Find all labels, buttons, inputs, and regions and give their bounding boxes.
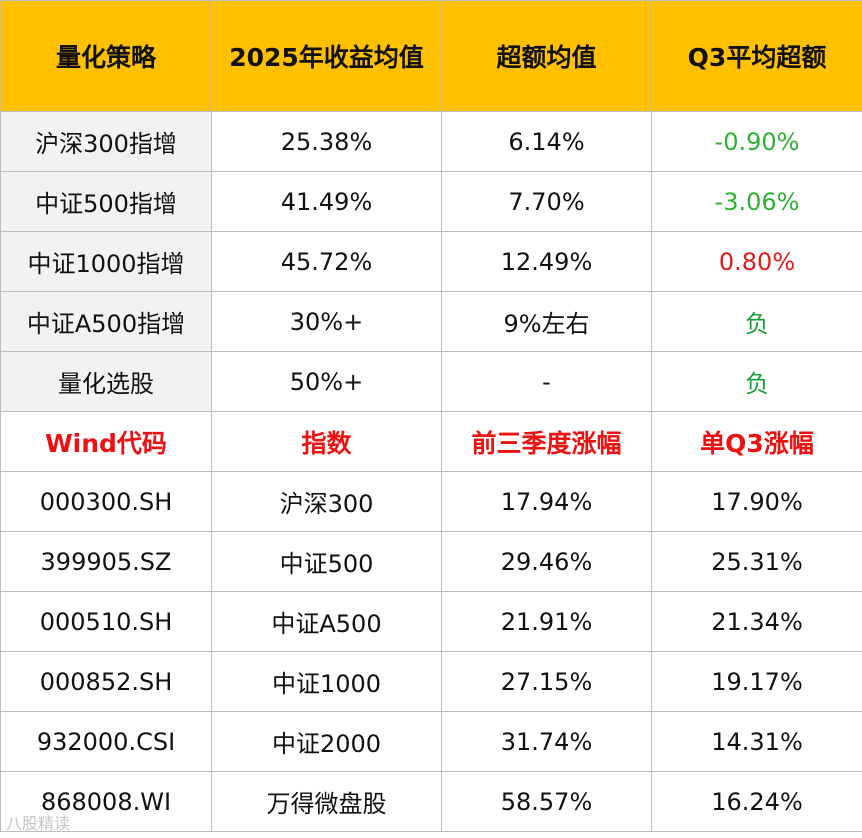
q3-excess-value: 负 bbox=[651, 291, 862, 352]
ytd-q3-value: 27.15% bbox=[441, 651, 652, 712]
wind-code: 000510.SH bbox=[0, 591, 212, 652]
ytd-q3-value: 31.74% bbox=[441, 711, 652, 772]
header-ytd-q3: 前三季度涨幅 bbox=[441, 411, 652, 472]
table-row: 000510.SH 中证A500 21.91% 21.34% bbox=[0, 591, 862, 652]
q3-excess-value: -0.90% bbox=[651, 111, 862, 172]
ytd-q3-value: 21.91% bbox=[441, 591, 652, 652]
strategy-name: 沪深300指增 bbox=[0, 111, 212, 172]
header-row: 量化策略 2025年收益均值 超额均值 Q3平均超额 bbox=[0, 0, 862, 112]
q3-only-value: 25.31% bbox=[651, 531, 862, 592]
index-name: 中证A500 bbox=[211, 591, 442, 652]
return-2025-value: 30%+ bbox=[211, 291, 442, 352]
q3-only-value: 16.24% bbox=[651, 771, 862, 832]
table-row: 量化选股 50%+ - 负 bbox=[0, 351, 862, 412]
index-name: 沪深300 bbox=[211, 471, 442, 532]
wind-code: 868008.WI bbox=[0, 771, 212, 832]
header-excess-avg: 超额均值 bbox=[441, 0, 652, 112]
return-2025-value: 50%+ bbox=[211, 351, 442, 412]
q3-excess-value: -3.06% bbox=[651, 171, 862, 232]
index-name: 中证2000 bbox=[211, 711, 442, 772]
return-2025-value: 41.49% bbox=[211, 171, 442, 232]
strategy-name: 中证A500指增 bbox=[0, 291, 212, 352]
table-row: 000852.SH 中证1000 27.15% 19.17% bbox=[0, 651, 862, 712]
wind-code: 932000.CSI bbox=[0, 711, 212, 772]
index-name: 万得微盘股 bbox=[211, 771, 442, 832]
excess-avg-value: 9%左右 bbox=[441, 291, 652, 352]
header-q3-only: 单Q3涨幅 bbox=[651, 411, 862, 472]
index-name: 中证500 bbox=[211, 531, 442, 592]
header-index: 指数 bbox=[211, 411, 442, 472]
header-return-2025: 2025年收益均值 bbox=[211, 0, 442, 112]
table-row: 868008.WI 万得微盘股 58.57% 16.24% bbox=[0, 771, 862, 832]
table-row: 932000.CSI 中证2000 31.74% 14.31% bbox=[0, 711, 862, 772]
q3-only-value: 17.90% bbox=[651, 471, 862, 532]
return-2025-value: 25.38% bbox=[211, 111, 442, 172]
excess-avg-value: - bbox=[441, 351, 652, 412]
table-row: 000300.SH 沪深300 17.94% 17.90% bbox=[0, 471, 862, 532]
strategy-name: 中证500指增 bbox=[0, 171, 212, 232]
table-row: 中证1000指增 45.72% 12.49% 0.80% bbox=[0, 231, 862, 292]
excess-avg-value: 12.49% bbox=[441, 231, 652, 292]
q3-only-value: 14.31% bbox=[651, 711, 862, 772]
q3-excess-value: 负 bbox=[651, 351, 862, 412]
wind-code: 000852.SH bbox=[0, 651, 212, 712]
header-q3-excess: Q3平均超额 bbox=[651, 0, 862, 112]
excess-avg-value: 6.14% bbox=[441, 111, 652, 172]
index-header-row: Wind代码 指数 前三季度涨幅 单Q3涨幅 bbox=[0, 411, 862, 472]
q3-only-value: 19.17% bbox=[651, 651, 862, 712]
ytd-q3-value: 17.94% bbox=[441, 471, 652, 532]
wind-code: 000300.SH bbox=[0, 471, 212, 532]
table-row: 中证A500指增 30%+ 9%左右 负 bbox=[0, 291, 862, 352]
header-wind-code: Wind代码 bbox=[0, 411, 212, 472]
strategy-name: 量化选股 bbox=[0, 351, 212, 412]
ytd-q3-value: 58.57% bbox=[441, 771, 652, 832]
q3-only-value: 21.34% bbox=[651, 591, 862, 652]
strategy-name: 中证1000指增 bbox=[0, 231, 212, 292]
wind-code: 399905.SZ bbox=[0, 531, 212, 592]
index-name: 中证1000 bbox=[211, 651, 442, 712]
table-row: 399905.SZ 中证500 29.46% 25.31% bbox=[0, 531, 862, 592]
excess-avg-value: 7.70% bbox=[441, 171, 652, 232]
q3-excess-value: 0.80% bbox=[651, 231, 862, 292]
return-2025-value: 45.72% bbox=[211, 231, 442, 292]
table-row: 中证500指增 41.49% 7.70% -3.06% bbox=[0, 171, 862, 232]
ytd-q3-value: 29.46% bbox=[441, 531, 652, 592]
table-row: 沪深300指增 25.38% 6.14% -0.90% bbox=[0, 111, 862, 172]
header-strategy: 量化策略 bbox=[0, 0, 212, 112]
